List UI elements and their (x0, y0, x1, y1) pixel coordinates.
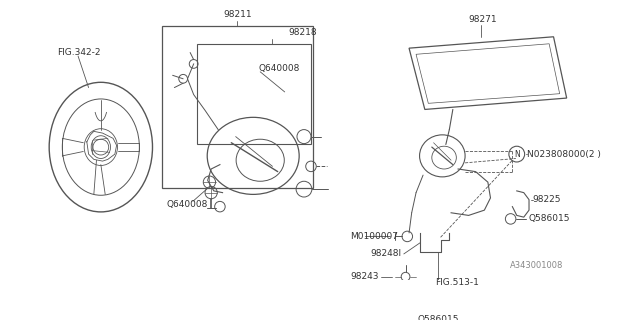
Text: N023808000(2 ): N023808000(2 ) (527, 150, 601, 159)
Text: 98225: 98225 (532, 195, 561, 204)
Text: M0100007: M0100007 (350, 232, 398, 241)
Text: Q586015: Q586015 (528, 214, 570, 223)
Text: 98211: 98211 (223, 10, 252, 19)
Text: A343001008: A343001008 (509, 261, 563, 270)
Text: 98218: 98218 (288, 28, 317, 37)
Text: FIG.342-2: FIG.342-2 (57, 48, 100, 57)
Text: Q640008: Q640008 (166, 200, 208, 209)
Bar (162, 26, 313, 188)
Text: FIG.513-1: FIG.513-1 (435, 278, 479, 287)
Text: Q586015: Q586015 (418, 315, 460, 320)
Bar (197, 44, 311, 144)
Text: 98271: 98271 (468, 15, 497, 24)
Text: N: N (514, 150, 520, 159)
Text: Q640008: Q640008 (259, 64, 300, 73)
Text: 98243: 98243 (350, 272, 379, 281)
Text: 98248I: 98248I (371, 249, 402, 259)
